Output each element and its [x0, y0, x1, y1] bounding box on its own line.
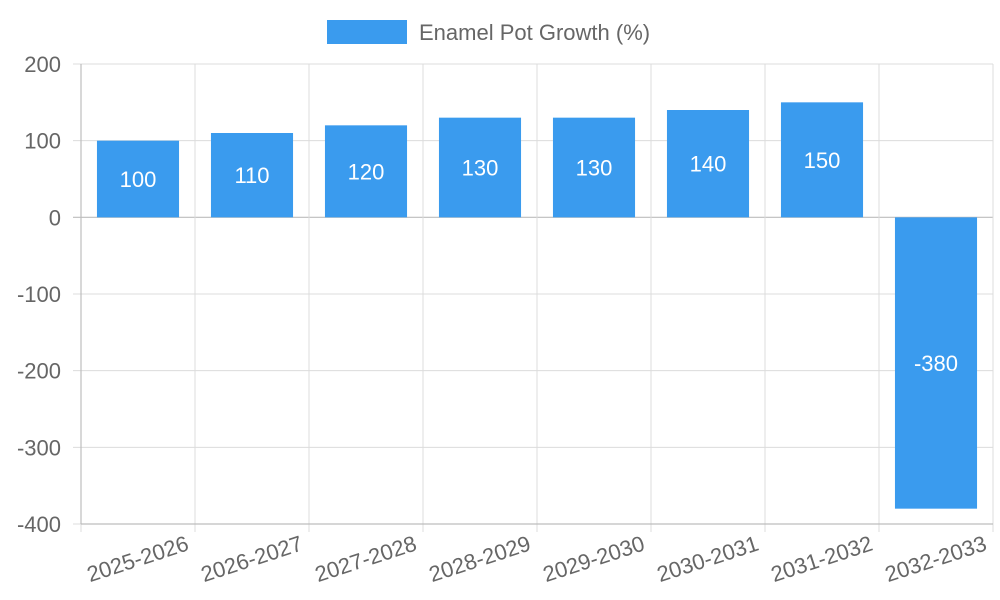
x-tick-label: 2028-2029 [426, 531, 534, 587]
data-label: -380 [914, 351, 958, 376]
bar[interactable] [324, 125, 408, 218]
bars-layer [96, 102, 978, 509]
bar[interactable] [438, 117, 522, 218]
bar[interactable] [96, 140, 180, 218]
y-tick-label: -100 [17, 282, 61, 307]
legend-swatch[interactable] [327, 20, 407, 44]
data-label: 120 [348, 159, 385, 184]
x-tick-label: 2031-2032 [768, 531, 876, 587]
y-tick-label: -300 [17, 435, 61, 460]
legend-label[interactable]: Enamel Pot Growth (%) [419, 20, 650, 45]
y-tick-label: -200 [17, 359, 61, 384]
x-tick-label: 2026-2027 [198, 531, 306, 587]
data-label: 110 [234, 163, 269, 188]
x-tick-label: 2029-2030 [540, 531, 648, 587]
y-tick-label: 0 [49, 205, 61, 230]
x-tick-label: 2025-2026 [84, 531, 192, 587]
data-label: 150 [804, 148, 841, 173]
y-tick-label: 100 [24, 129, 61, 154]
x-tick-label: 2027-2028 [312, 531, 420, 587]
y-tick-label: -400 [17, 512, 61, 537]
bar[interactable] [210, 133, 294, 218]
bar[interactable] [666, 110, 750, 218]
x-tick-label: 2032-2033 [882, 531, 990, 587]
axis-layer [80, 64, 993, 525]
bar[interactable] [780, 102, 864, 218]
legend[interactable]: Enamel Pot Growth (%) [327, 20, 650, 45]
data-label: 100 [120, 167, 157, 192]
data-label: 130 [462, 156, 499, 181]
x-tick-label: 2030-2031 [654, 531, 762, 587]
bar[interactable] [894, 217, 978, 509]
data-label: 130 [576, 156, 613, 181]
bar[interactable] [552, 117, 636, 218]
data-label: 140 [690, 152, 727, 177]
y-tick-label: 200 [24, 52, 61, 77]
